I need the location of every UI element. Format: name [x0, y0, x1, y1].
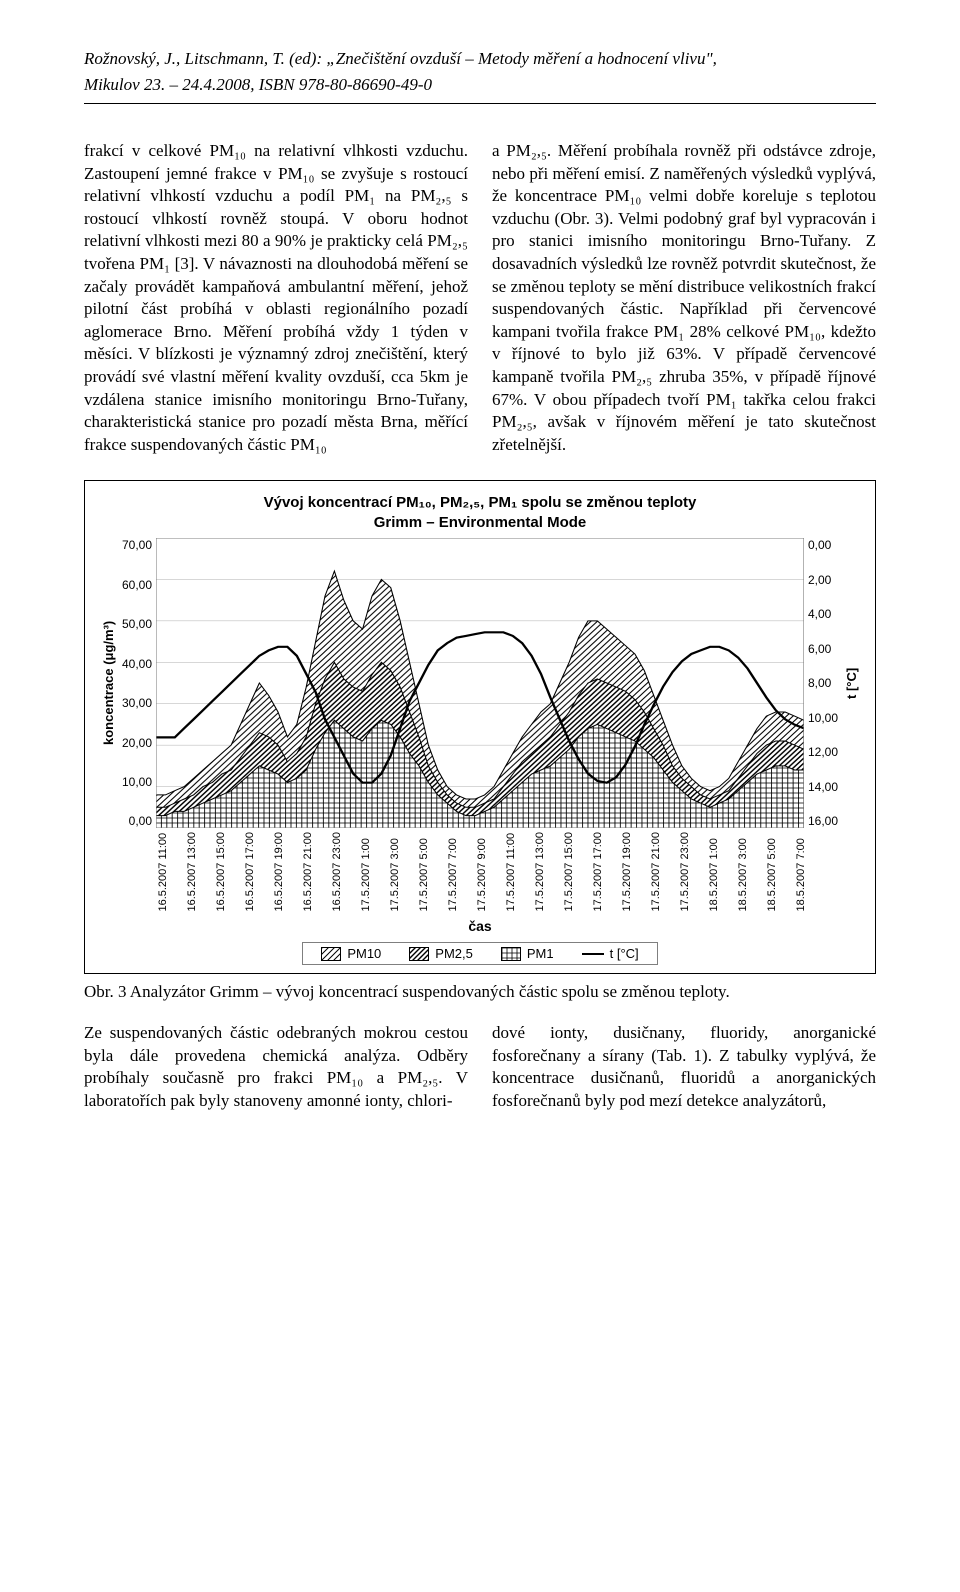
chart-area: koncentrace (μg/m³) 70,0060,0050,0040,00… — [99, 538, 861, 828]
header-rule — [84, 103, 876, 104]
y-left-axis-label: koncentrace (μg/m³) — [99, 538, 118, 828]
legend-item-pm10: PM10 — [321, 946, 381, 961]
plot-area — [156, 538, 804, 828]
legend-swatch-temp — [582, 953, 604, 955]
legend-swatch-pm10 — [321, 947, 341, 961]
legend-label-pm1: PM1 — [527, 946, 554, 961]
x-axis-row: 16.5.2007 11:0016.5.2007 13:0016.5.2007 … — [99, 832, 861, 912]
header-line-2: Mikulov 23. – 24.4.2008, ISBN 978-80-866… — [84, 75, 876, 95]
legend-label-temp: t [°C] — [610, 946, 639, 961]
x-axis-ticks: 16.5.2007 11:0016.5.2007 13:0016.5.2007 … — [157, 832, 807, 912]
legend-item-pm1: PM1 — [501, 946, 554, 961]
chart-legend: PM10 PM2,5 PM1 t [°C] — [302, 942, 657, 965]
chart-title-line-1: Vývoj koncentrací PM₁₀, PM₂,₅, PM₁ spolu… — [264, 494, 697, 511]
legend-item-pm25: PM2,5 — [409, 946, 473, 961]
body-right-paragraph: a PM₂,₅. Měření probíhala rovněž při ods… — [492, 140, 876, 457]
chart-title-line-2: Grimm – Environmental Mode — [374, 514, 587, 531]
figure-caption: Obr. 3 Analyzátor Grimm – vývoj koncentr… — [84, 982, 876, 1002]
legend-label-pm25: PM2,5 — [435, 946, 473, 961]
chart-container: Vývoj koncentrací PM₁₀, PM₂,₅, PM₁ spolu… — [84, 480, 876, 974]
bottom-left-paragraph: Ze suspendovaných částic odebraných mokr… — [84, 1022, 468, 1112]
legend-swatch-pm1 — [501, 947, 521, 961]
x-axis-label: čas — [99, 918, 861, 934]
y-right-axis-label: t [°C] — [842, 538, 861, 828]
chart-title: Vývoj koncentrací PM₁₀, PM₂,₅, PM₁ spolu… — [99, 493, 861, 532]
page: Rožnovský, J., Litschmann, T. (ed): „Zne… — [0, 0, 960, 1160]
y-right-ticks: 0,002,004,006,008,0010,0012,0014,0016,00 — [804, 538, 842, 828]
body-left-paragraph: frakcí v celkové PM₁₀ na relativní vlhko… — [84, 140, 468, 457]
bottom-columns: Ze suspendovaných částic odebraných mokr… — [84, 1022, 876, 1112]
y-left-ticks: 70,0060,0050,0040,0030,0020,0010,000,00 — [118, 538, 156, 828]
legend-label-pm10: PM10 — [347, 946, 381, 961]
bottom-right-paragraph: dové ionty, dusičnany, fluoridy, anorgan… — [492, 1022, 876, 1112]
legend-item-temp: t [°C] — [582, 946, 639, 961]
body-columns: frakcí v celkové PM₁₀ na relativní vlhko… — [84, 140, 876, 457]
header-line-1: Rožnovský, J., Litschmann, T. (ed): „Zne… — [84, 48, 876, 71]
legend-swatch-pm25 — [409, 947, 429, 961]
